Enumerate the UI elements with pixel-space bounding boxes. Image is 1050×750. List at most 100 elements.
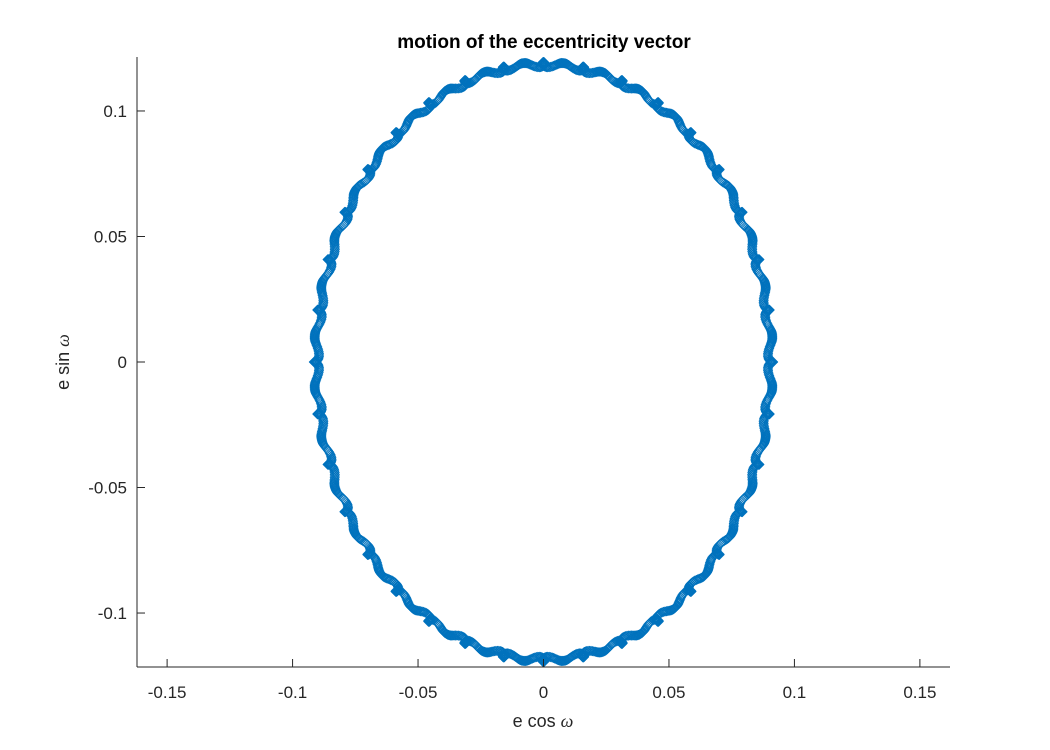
data-point bbox=[363, 548, 374, 559]
data-point bbox=[313, 348, 325, 359]
data-point bbox=[372, 153, 383, 164]
data-point bbox=[365, 166, 376, 177]
data-point bbox=[580, 646, 591, 657]
data-point bbox=[542, 651, 553, 662]
data-point bbox=[329, 236, 340, 247]
data-point bbox=[346, 510, 357, 521]
y-tick-label: -0.05 bbox=[88, 479, 127, 498]
data-markers bbox=[308, 56, 779, 668]
data-point bbox=[573, 65, 584, 76]
data-point bbox=[557, 57, 568, 69]
data-point bbox=[446, 630, 457, 641]
data-point bbox=[373, 148, 385, 159]
data-point bbox=[316, 308, 327, 319]
x-tick-label: 0 bbox=[539, 683, 548, 702]
data-point bbox=[712, 165, 723, 176]
data-point bbox=[326, 259, 337, 270]
data-point bbox=[402, 117, 413, 128]
data-point bbox=[372, 151, 384, 162]
data-point bbox=[461, 635, 472, 647]
data-point bbox=[316, 279, 327, 290]
data-point bbox=[393, 129, 404, 141]
data-point bbox=[316, 283, 327, 294]
y-tick-label: 0 bbox=[118, 353, 127, 372]
data-point bbox=[412, 605, 424, 616]
data-point bbox=[310, 336, 321, 347]
data-point bbox=[484, 647, 495, 658]
x-axis-label: e cos ω bbox=[513, 711, 574, 731]
data-point bbox=[329, 235, 340, 246]
data-point bbox=[329, 233, 340, 244]
data-point bbox=[614, 78, 625, 89]
x-tick-label: 0.15 bbox=[903, 683, 936, 702]
data-point bbox=[759, 426, 771, 437]
data-point bbox=[312, 341, 323, 352]
data-point bbox=[348, 189, 359, 200]
data-point bbox=[630, 83, 641, 94]
data-point bbox=[736, 207, 747, 218]
data-point bbox=[370, 159, 382, 170]
y-tick-label: -0.1 bbox=[98, 604, 127, 623]
data-point bbox=[392, 580, 403, 591]
data-point bbox=[309, 333, 320, 345]
y-axis-label-symbol: ω bbox=[53, 334, 73, 347]
data-point bbox=[502, 648, 513, 659]
data-point bbox=[658, 106, 669, 118]
data-point bbox=[347, 198, 358, 210]
data-point bbox=[365, 168, 376, 180]
data-point bbox=[453, 630, 464, 641]
data-point bbox=[342, 210, 353, 221]
y-axis-label: e sin ω bbox=[53, 334, 73, 390]
y-tick-label: 0.05 bbox=[94, 227, 127, 246]
y-ticks: -0.1 -0.05 0 0.05 0.1 bbox=[88, 102, 145, 623]
data-point bbox=[313, 365, 325, 376]
data-point bbox=[487, 646, 499, 657]
data-point bbox=[403, 115, 414, 127]
data-point bbox=[316, 310, 327, 322]
data-point bbox=[571, 64, 583, 76]
data-point bbox=[426, 614, 437, 625]
data-point bbox=[500, 648, 511, 659]
data-point bbox=[570, 64, 581, 75]
data-point bbox=[313, 363, 325, 375]
data-point bbox=[392, 581, 404, 592]
data-point bbox=[347, 197, 359, 208]
data-point bbox=[309, 331, 320, 343]
data-point bbox=[400, 590, 411, 602]
data-point bbox=[317, 436, 328, 447]
data-point bbox=[457, 82, 468, 93]
data-point bbox=[309, 383, 320, 394]
data-point bbox=[392, 132, 404, 143]
data-point bbox=[611, 77, 622, 88]
x-tick-label: -0.1 bbox=[278, 683, 307, 702]
data-point bbox=[651, 99, 662, 110]
data-point bbox=[384, 139, 395, 150]
x-tick-label: -0.05 bbox=[399, 683, 438, 702]
data-point bbox=[364, 170, 376, 181]
data-point bbox=[313, 360, 324, 372]
x-tick-label: 0.05 bbox=[652, 683, 685, 702]
x-ticks: -0.15 -0.1 -0.05 0 0.05 0.1 0.15 bbox=[148, 659, 936, 702]
data-point bbox=[326, 257, 337, 268]
data-point bbox=[711, 543, 723, 554]
data-point bbox=[649, 99, 660, 110]
data-point bbox=[463, 635, 474, 646]
data-point bbox=[310, 337, 321, 348]
data-point bbox=[316, 433, 327, 444]
data-point bbox=[695, 140, 706, 151]
x-tick-label: 0.1 bbox=[783, 683, 807, 702]
data-point bbox=[418, 106, 429, 118]
data-point bbox=[665, 108, 676, 119]
data-point bbox=[659, 107, 671, 118]
x-axis-label-symbol: ω bbox=[561, 711, 574, 731]
data-point bbox=[451, 630, 463, 641]
data-point bbox=[594, 66, 605, 77]
data-point bbox=[348, 195, 359, 206]
y-tick-label: 0.1 bbox=[103, 102, 127, 121]
data-point bbox=[425, 100, 436, 111]
x-tick-label: -0.15 bbox=[148, 683, 187, 702]
data-point bbox=[705, 554, 717, 565]
data-point bbox=[309, 385, 321, 396]
axes bbox=[136, 57, 950, 668]
